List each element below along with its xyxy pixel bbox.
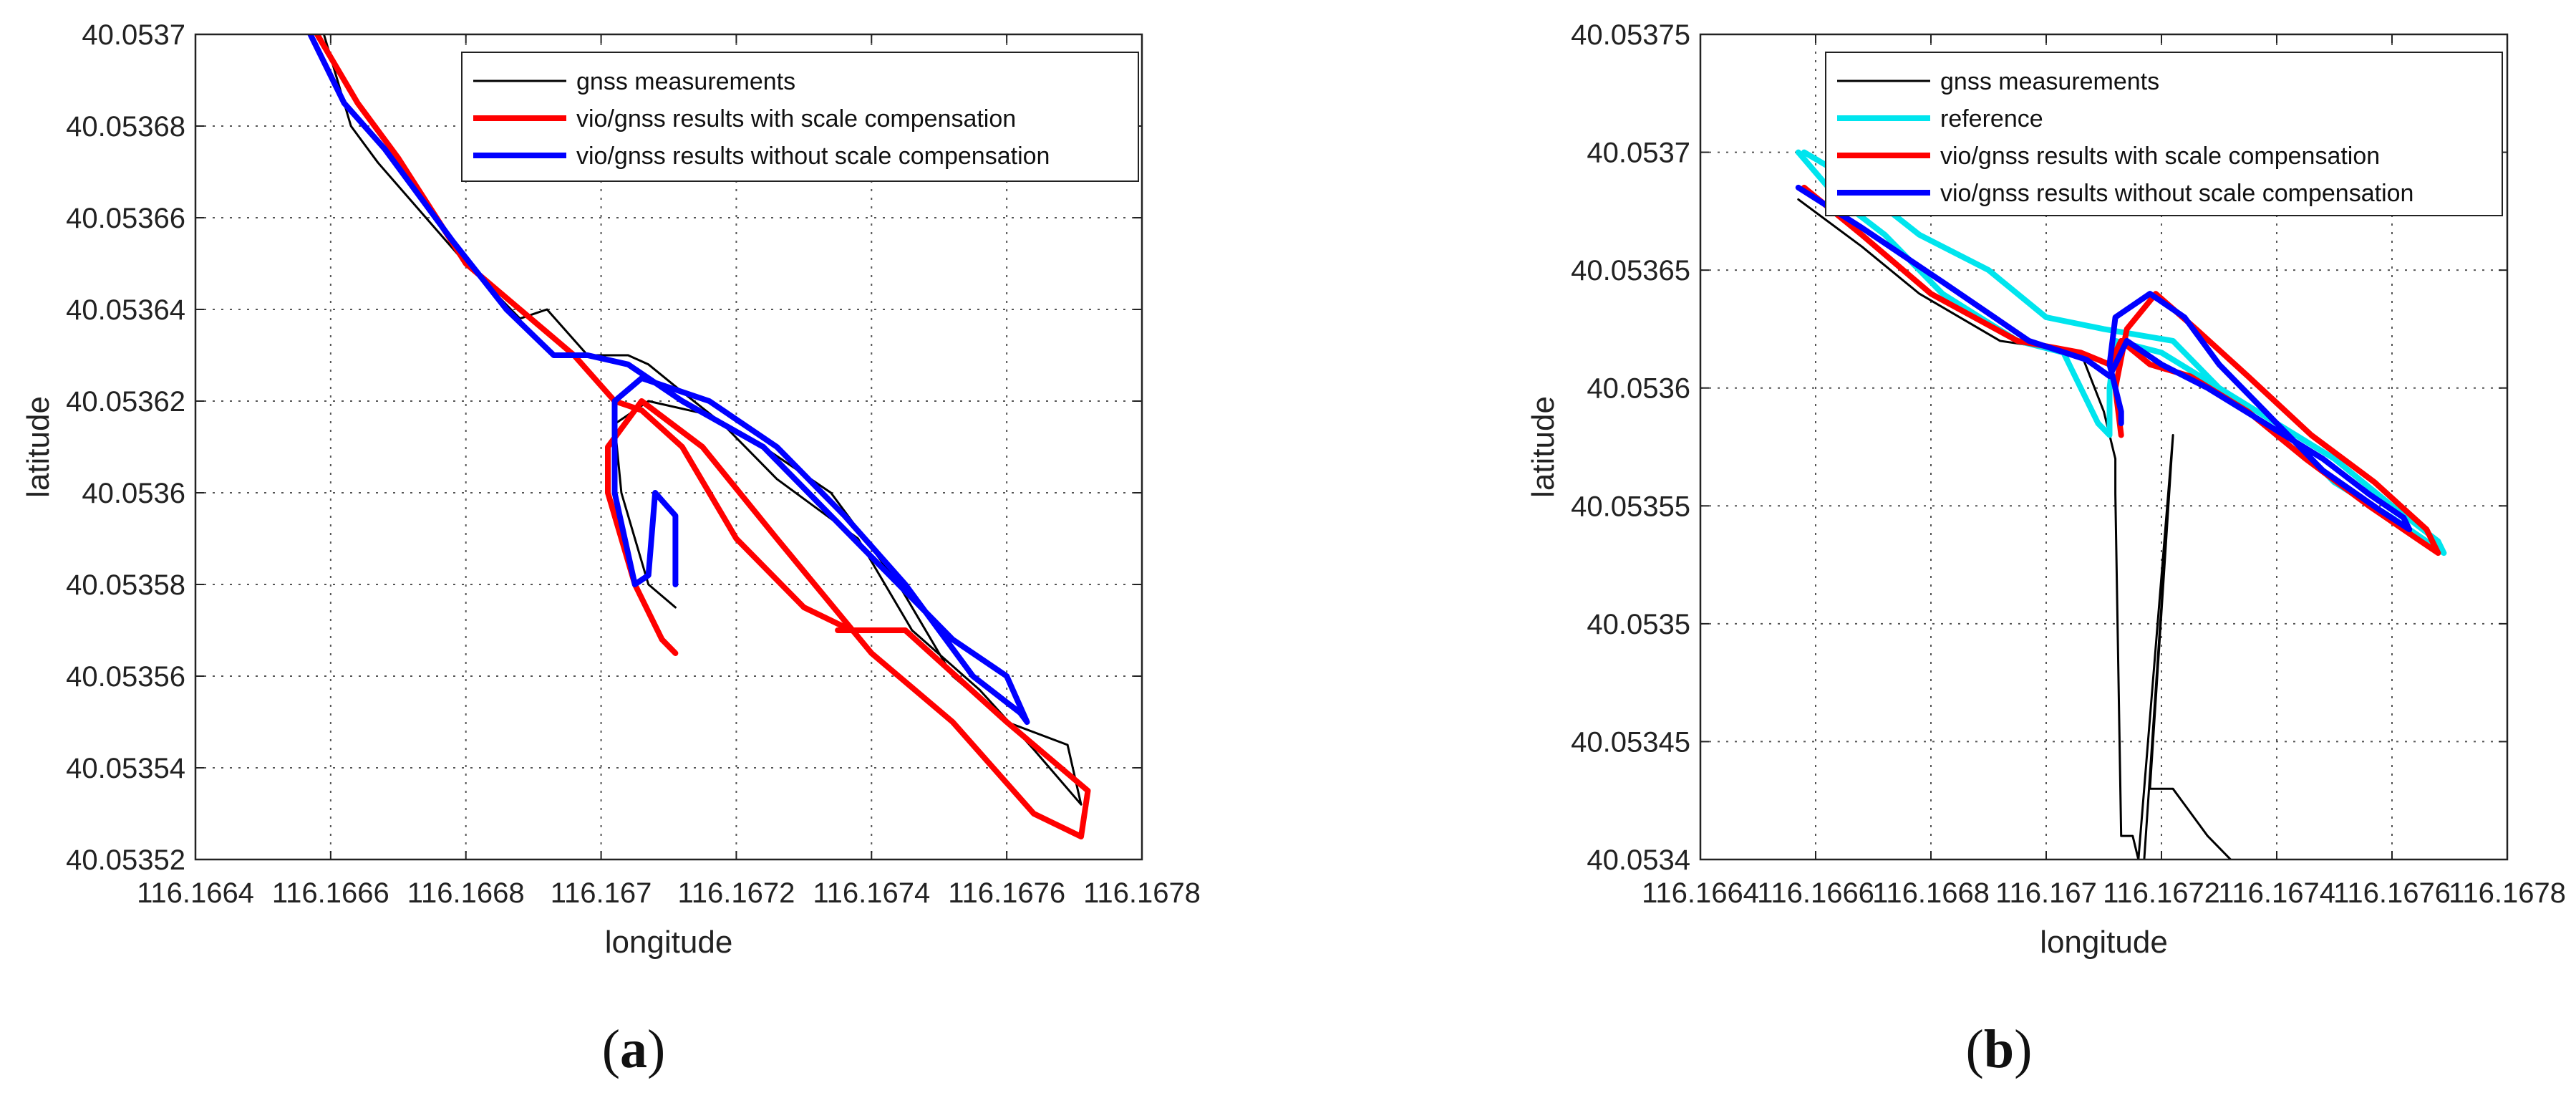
panel-letter: b (1984, 1019, 2014, 1079)
legend-entry-1: gnss measurements (1940, 68, 2159, 95)
legend-entry-3: vio/gnss results without scale compensat… (576, 143, 1050, 170)
legend-entry-3: vio/gnss results with scale compensation (1940, 143, 2380, 170)
y-tick-label: 40.05362 (66, 386, 185, 418)
y-tick-label: 40.05368 (66, 111, 185, 143)
x-tick-label: 116.1672 (2103, 877, 2220, 909)
y-tick-label: 40.05364 (66, 294, 185, 326)
series-line-3 (307, 34, 1030, 725)
x-tick-label: 116.1676 (948, 877, 1065, 909)
series-line-2 (314, 34, 1091, 839)
y-tick-label: 40.0536 (1587, 373, 1690, 405)
series-line-1 (322, 34, 1083, 806)
legend: gnss measurements reference vio/gnss resul… (1825, 52, 2503, 216)
series-line-4 (1795, 184, 2413, 533)
axes-box (194, 33, 1143, 861)
legend-entry-2: reference (1940, 105, 2043, 133)
y-tick-label: 40.05356 (66, 661, 185, 693)
x-tick-label: 116.1668 (1872, 877, 1990, 909)
y-tick-label: 40.05375 (1571, 19, 1690, 51)
y-tick-label: 40.05358 (66, 569, 185, 601)
x-tick-label: 116.1674 (813, 877, 930, 909)
legend-entry-2: vio/gnss results with scale compensation (576, 105, 1016, 133)
y-axis-label: latitude (1526, 396, 1561, 498)
legend-box (1825, 52, 2503, 216)
y-tick-label: 40.05365 (1571, 255, 1690, 286)
y-tick-label: 40.05352 (66, 844, 185, 876)
y-tick-label: 40.05366 (66, 203, 185, 234)
y-tick-label: 40.0537 (82, 19, 185, 51)
x-tick-label: 116.1672 (677, 877, 795, 909)
legend-entry-1: gnss measurements (576, 68, 795, 95)
x-tick-label: 116.1678 (1083, 877, 1201, 909)
y-axis-label: latitude (21, 396, 56, 498)
x-tick-label: 116.1666 (272, 877, 389, 909)
panel-letter: a (620, 1019, 647, 1079)
series-group (307, 34, 1091, 839)
legend-box (461, 52, 1139, 182)
y-tick-label: 40.0537 (1587, 138, 1690, 169)
x-axis-label: longitude (2040, 925, 2168, 960)
x-tick-label: 116.167 (551, 877, 652, 909)
y-tick-label: 40.0536 (82, 478, 185, 509)
x-axis-label: longitude (605, 925, 733, 960)
y-tick-label: 40.0534 (1587, 844, 1690, 876)
panel-label: (a) (602, 1019, 666, 1079)
legend: gnss measurements vio/gnss results with s… (461, 52, 1139, 182)
x-tick-label: 116.1678 (2449, 877, 2566, 909)
x-tick-label: 116.1666 (1757, 877, 1874, 909)
axes-box (1699, 33, 2509, 861)
x-tick-label: 116.1676 (2333, 877, 2451, 909)
series-line-1 (1797, 198, 2232, 859)
panel-label: (b) (1966, 1019, 2033, 1079)
x-tick-label: 116.167 (1995, 877, 2097, 909)
x-tick-label: 116.1674 (2218, 877, 2335, 909)
x-tick-label: 116.1664 (137, 877, 254, 909)
chart-a: 116.1664 116.1666 116.1668 116.167 116.1672 1… (21, 19, 1201, 1079)
y-tick-label: 40.05354 (66, 753, 185, 784)
y-tick-label: 40.0535 (1587, 609, 1690, 640)
x-tick-label: 116.1664 (1642, 877, 1759, 909)
legend-entry-4: vio/gnss results without scale compensat… (1940, 180, 2413, 207)
y-tick-label: 40.05355 (1571, 491, 1690, 522)
y-tick-label: 40.05345 (1571, 726, 1690, 758)
x-tick-label: 116.1668 (407, 877, 525, 909)
series-group (1795, 149, 2447, 859)
